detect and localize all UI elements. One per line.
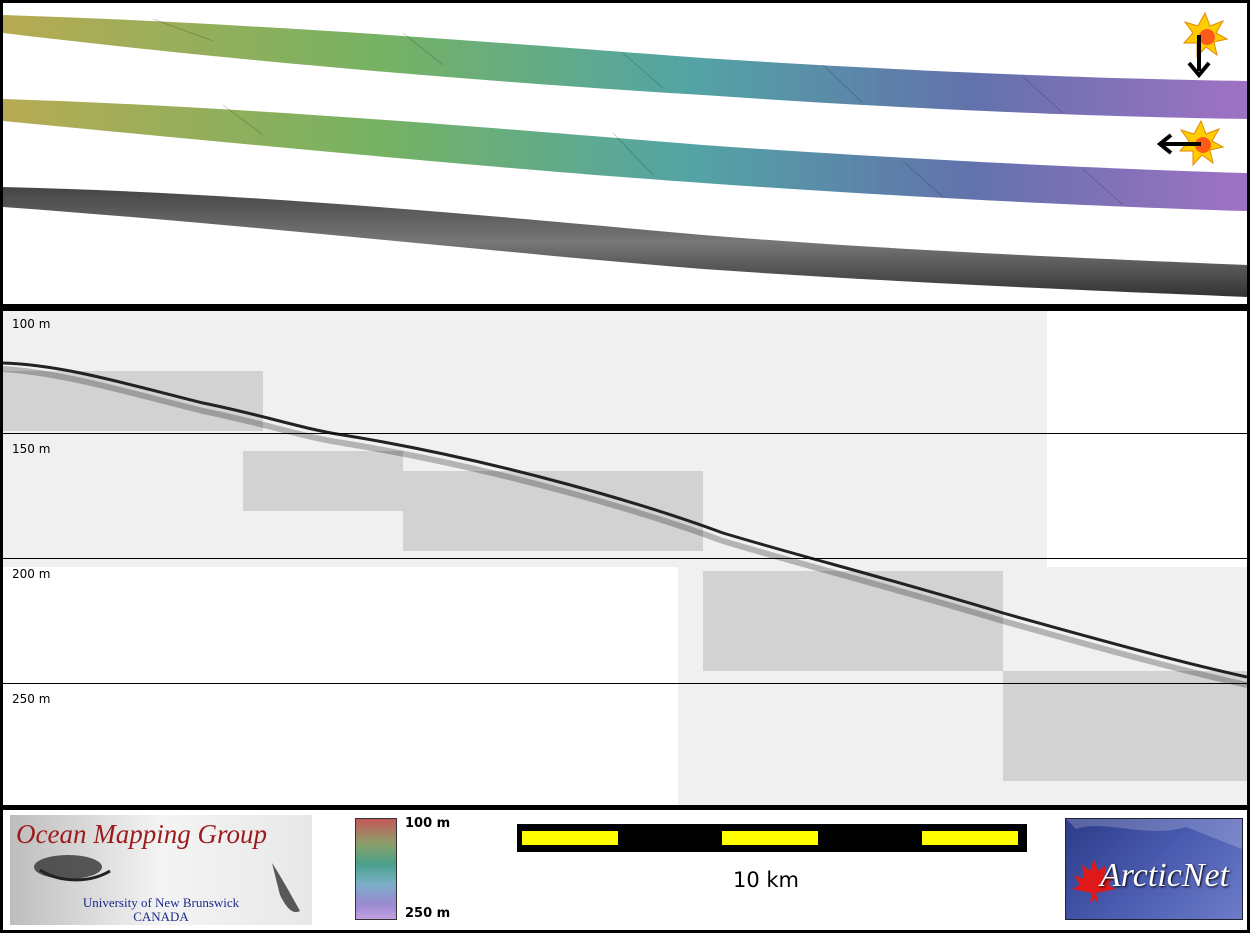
sun-icon [1178,119,1225,167]
logo-university: University of New Brunswick [82,895,240,910]
arcticnet-logo: ArcticNet [1065,818,1243,920]
colorbar-bottom-label: 250 m [405,906,451,921]
bathymetry-swath-lit-north [3,15,1247,119]
logo-country: CANADA [133,909,189,924]
swath-map [3,11,1247,297]
depth-label-200: 200 m [12,567,51,581]
maple-leaf-icon [1066,819,1242,903]
ocean-mapping-group-logo: Ocean Mapping Group University of New Br… [10,815,312,925]
subbottom-profile [3,311,1247,805]
bathymetry-swath-lit-east [3,99,1247,211]
scale-bar [517,824,1027,852]
depth-colorbar [355,818,397,920]
arrow-down-icon [1187,35,1211,79]
profile-data-region-lower [678,567,1247,805]
depth-label-100: 100 m [12,317,51,331]
legend-footer: Ocean Mapping Group University of New Br… [3,810,1247,930]
sun-icon [1182,11,1229,59]
depth-label-150: 150 m [12,442,51,456]
depth-label-250: 250 m [12,692,51,706]
swath-panel [3,3,1247,304]
arrow-left-icon [1156,133,1201,155]
subbottom-profile-panel: 100 m 150 m 200 m 250 m [3,311,1247,805]
depth-gridline-150 [3,433,1247,434]
depth-gridline-250 [3,683,1247,684]
seafloor-reflector [3,361,1247,679]
sonar-vessel-icon [34,855,300,913]
arcticnet-wordmark: ArcticNet [1100,857,1230,894]
depth-gridline-200 [3,558,1247,559]
logo-title: Ocean Mapping Group [16,819,267,849]
profile-data-region-upper [3,311,1047,567]
scale-bar-label: 10 km [733,868,800,892]
backscatter-swath [3,187,1247,297]
colorbar-top-label: 100 m [405,816,451,831]
